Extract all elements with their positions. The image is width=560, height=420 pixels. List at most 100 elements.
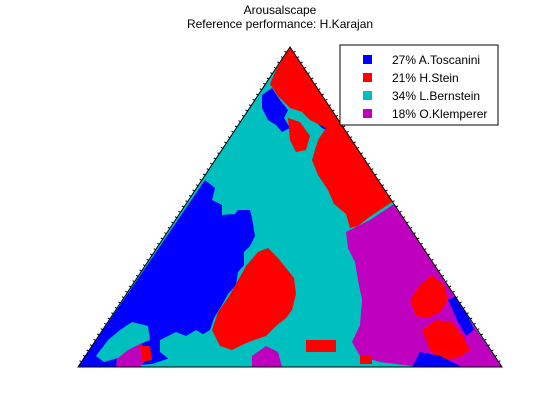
tick-mark — [93, 338, 96, 341]
tick-mark — [220, 146, 224, 149]
tick-mark — [210, 162, 213, 165]
tick-mark — [413, 232, 416, 235]
tick-mark — [86, 349, 89, 352]
tick-mark — [498, 360, 501, 363]
tick-mark — [342, 125, 346, 128]
tick-mark — [402, 216, 406, 219]
tick-mark — [310, 77, 314, 80]
tick-mark — [469, 317, 473, 320]
legend-swatch — [363, 55, 372, 64]
tick-mark — [371, 168, 374, 171]
tick-mark — [385, 189, 388, 192]
tick-mark — [89, 344, 93, 347]
chart-title: Arousalscape — [243, 3, 317, 17]
ternary-ticks — [79, 50, 501, 363]
tick-mark — [111, 312, 114, 315]
tick-mark — [118, 301, 121, 304]
legend-swatch — [363, 109, 372, 118]
tick-mark — [174, 216, 178, 219]
legend-label: 21% H.Stein — [392, 71, 459, 85]
region-stein-right-2 — [422, 320, 470, 360]
tick-mark — [107, 317, 111, 320]
tick-mark — [188, 194, 192, 197]
tick-mark — [487, 344, 491, 347]
region-toscanini-top — [262, 88, 290, 132]
tick-mark — [477, 328, 480, 331]
tick-mark — [157, 242, 160, 245]
tick-mark — [367, 162, 370, 165]
tick-mark — [300, 61, 303, 64]
tick-mark — [409, 226, 413, 229]
region-bernstein-bottom-left-2 — [160, 330, 206, 360]
tick-mark — [452, 290, 455, 293]
tick-mark — [195, 184, 199, 187]
region-stein-right — [410, 275, 448, 318]
tick-mark — [491, 349, 494, 352]
tick-mark — [263, 82, 266, 85]
tick-mark — [431, 258, 434, 261]
region-stein-mid — [212, 248, 296, 350]
tick-mark — [462, 306, 466, 309]
tick-mark — [255, 93, 259, 96]
tick-mark — [202, 173, 206, 176]
tick-mark — [284, 50, 287, 53]
legend-swatch — [363, 73, 372, 82]
tick-mark — [395, 205, 399, 208]
tick-mark — [171, 221, 174, 224]
tick-mark — [466, 312, 469, 315]
tick-mark — [217, 152, 220, 155]
tick-mark — [135, 274, 139, 277]
tick-mark — [325, 98, 328, 101]
chart-subtitle: Reference performance: H.Karajan — [186, 17, 374, 31]
legend-label: 34% L.Bernstein — [392, 89, 480, 103]
tick-mark — [227, 136, 231, 139]
tick-mark — [321, 93, 325, 96]
region-toscanini-left — [78, 180, 255, 367]
legend: 27% A.Toscanini 21% H.Stein 34% L.Bernstei… — [339, 44, 499, 126]
tick-mark — [139, 269, 142, 272]
tick-mark — [100, 328, 103, 331]
tick-mark — [248, 104, 252, 107]
tick-mark — [146, 258, 149, 261]
tick-mark — [277, 61, 280, 64]
tick-mark — [349, 136, 353, 139]
tick-mark — [164, 232, 167, 235]
tick-mark — [346, 130, 349, 133]
tick-mark — [82, 354, 86, 357]
region-stein-top — [270, 47, 395, 228]
tick-mark — [455, 296, 459, 299]
region-stein-bottom-left — [140, 346, 152, 362]
tick-mark — [167, 226, 171, 229]
legend-label: 18% O.Klemperer — [392, 107, 487, 121]
tick-mark — [459, 301, 462, 304]
tick-mark — [392, 200, 395, 203]
region-toscanini-bottom-right — [412, 352, 462, 367]
tick-mark — [181, 205, 185, 208]
tick-mark — [445, 280, 448, 283]
tick-mark — [399, 210, 402, 213]
tick-mark — [245, 109, 248, 112]
tick-mark — [213, 157, 217, 160]
legend-swatch — [363, 91, 372, 100]
tick-mark — [153, 248, 156, 251]
tick-mark — [356, 146, 360, 149]
region-stein-bottom-right-2 — [360, 356, 372, 364]
tick-mark — [252, 98, 255, 101]
tick-mark — [293, 50, 296, 53]
tick-mark — [199, 178, 202, 181]
tick-mark — [314, 82, 317, 85]
tick-mark — [128, 285, 132, 288]
tick-mark — [353, 141, 356, 144]
tick-mark — [273, 66, 277, 69]
tick-mark — [125, 290, 128, 293]
tick-mark — [259, 88, 262, 91]
tick-mark — [480, 333, 484, 336]
tick-mark — [206, 168, 209, 171]
tick-mark — [307, 72, 310, 75]
tick-mark — [494, 354, 498, 357]
tick-mark — [303, 66, 307, 69]
tick-mark — [335, 114, 339, 117]
tick-mark — [473, 322, 476, 325]
